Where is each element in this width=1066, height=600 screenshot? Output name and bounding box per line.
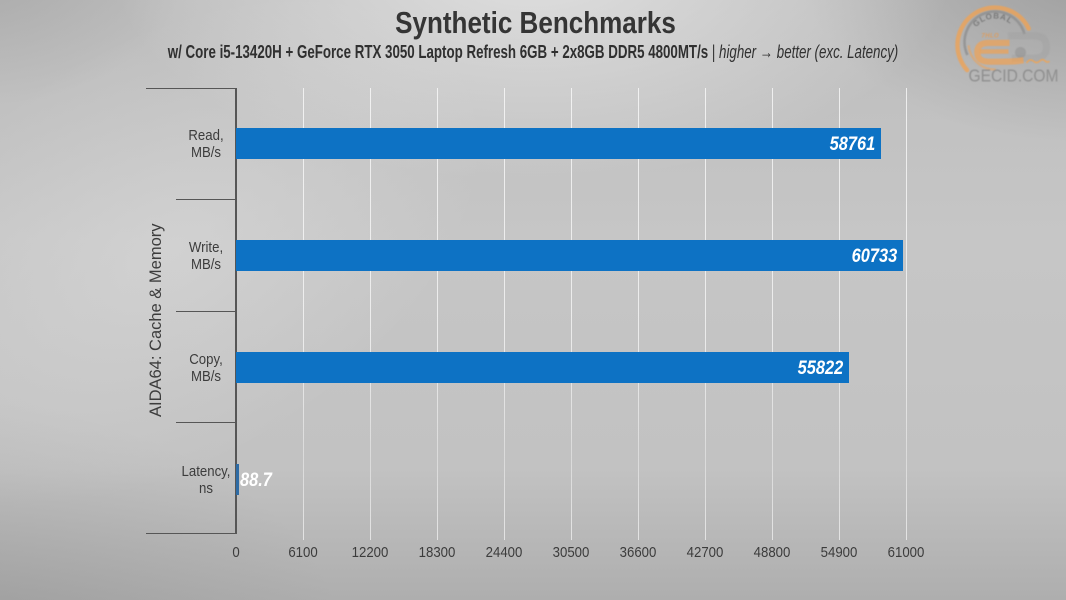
svg-text:7HLO: 7HLO [982, 34, 1000, 40]
svg-text:GECID.COM: GECID.COM [969, 66, 1059, 86]
